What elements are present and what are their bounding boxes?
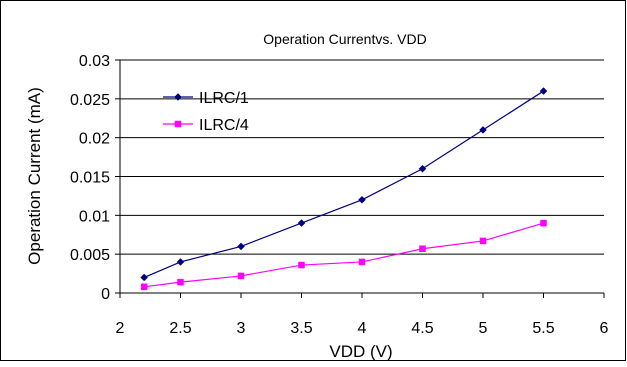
data-point — [237, 272, 245, 280]
data-point — [140, 283, 148, 291]
x-tick-label: 4 — [358, 320, 367, 337]
y-tick-label: 0.02 — [79, 131, 110, 148]
y-tick-label: 0.01 — [79, 208, 110, 225]
data-point — [237, 242, 245, 251]
x-tick-label: 2 — [116, 320, 125, 337]
y-tick-label: 0.025 — [70, 92, 110, 109]
x-tick-label: 4.5 — [411, 320, 433, 337]
data-point — [177, 278, 184, 286]
y-tick-label: 0 — [101, 286, 110, 303]
data-point — [298, 261, 305, 269]
data-point — [358, 258, 366, 266]
legend: ILRC/1 ILRC/4 — [163, 90, 249, 134]
y-tick-label: 0.03 — [79, 53, 110, 70]
data-point — [540, 219, 547, 227]
data-point — [419, 245, 426, 252]
x-tick-label: 3.5 — [290, 320, 312, 337]
legend-marker — [174, 93, 182, 101]
x-tick-label: 6 — [600, 320, 609, 337]
chart-title: Operation Currentvs. VDD — [263, 31, 426, 47]
data-point — [297, 219, 306, 227]
data-point — [479, 237, 487, 245]
data-point — [539, 87, 548, 95]
legend-label: ILRC/4 — [199, 117, 249, 134]
y-tick-label: 0.005 — [70, 247, 110, 264]
plot-area: 0 0.005 0.01 0.015 0.02 0.025 0.03 2 2.5 3 3.5 4 4.5… — [70, 53, 609, 337]
legend-marker — [174, 120, 182, 128]
x-tick-label: 5 — [479, 320, 488, 337]
series-line — [143, 90, 544, 279]
x-axis-label: VDD (V) — [329, 342, 392, 361]
data-point — [358, 195, 366, 204]
x-tick-label: 3 — [237, 320, 246, 337]
y-tick-label: 0.015 — [70, 170, 110, 187]
data-point — [176, 258, 185, 266]
legend-label: ILRC/1 — [199, 90, 249, 107]
data-point — [140, 273, 149, 282]
y-axis-label: Operation Current (mA) — [25, 87, 44, 265]
data-point — [479, 126, 487, 134]
x-tick-label: 2.5 — [169, 320, 191, 337]
series-line — [144, 222, 544, 288]
data-point — [418, 164, 427, 173]
x-tick-label: 5.5 — [532, 320, 554, 337]
